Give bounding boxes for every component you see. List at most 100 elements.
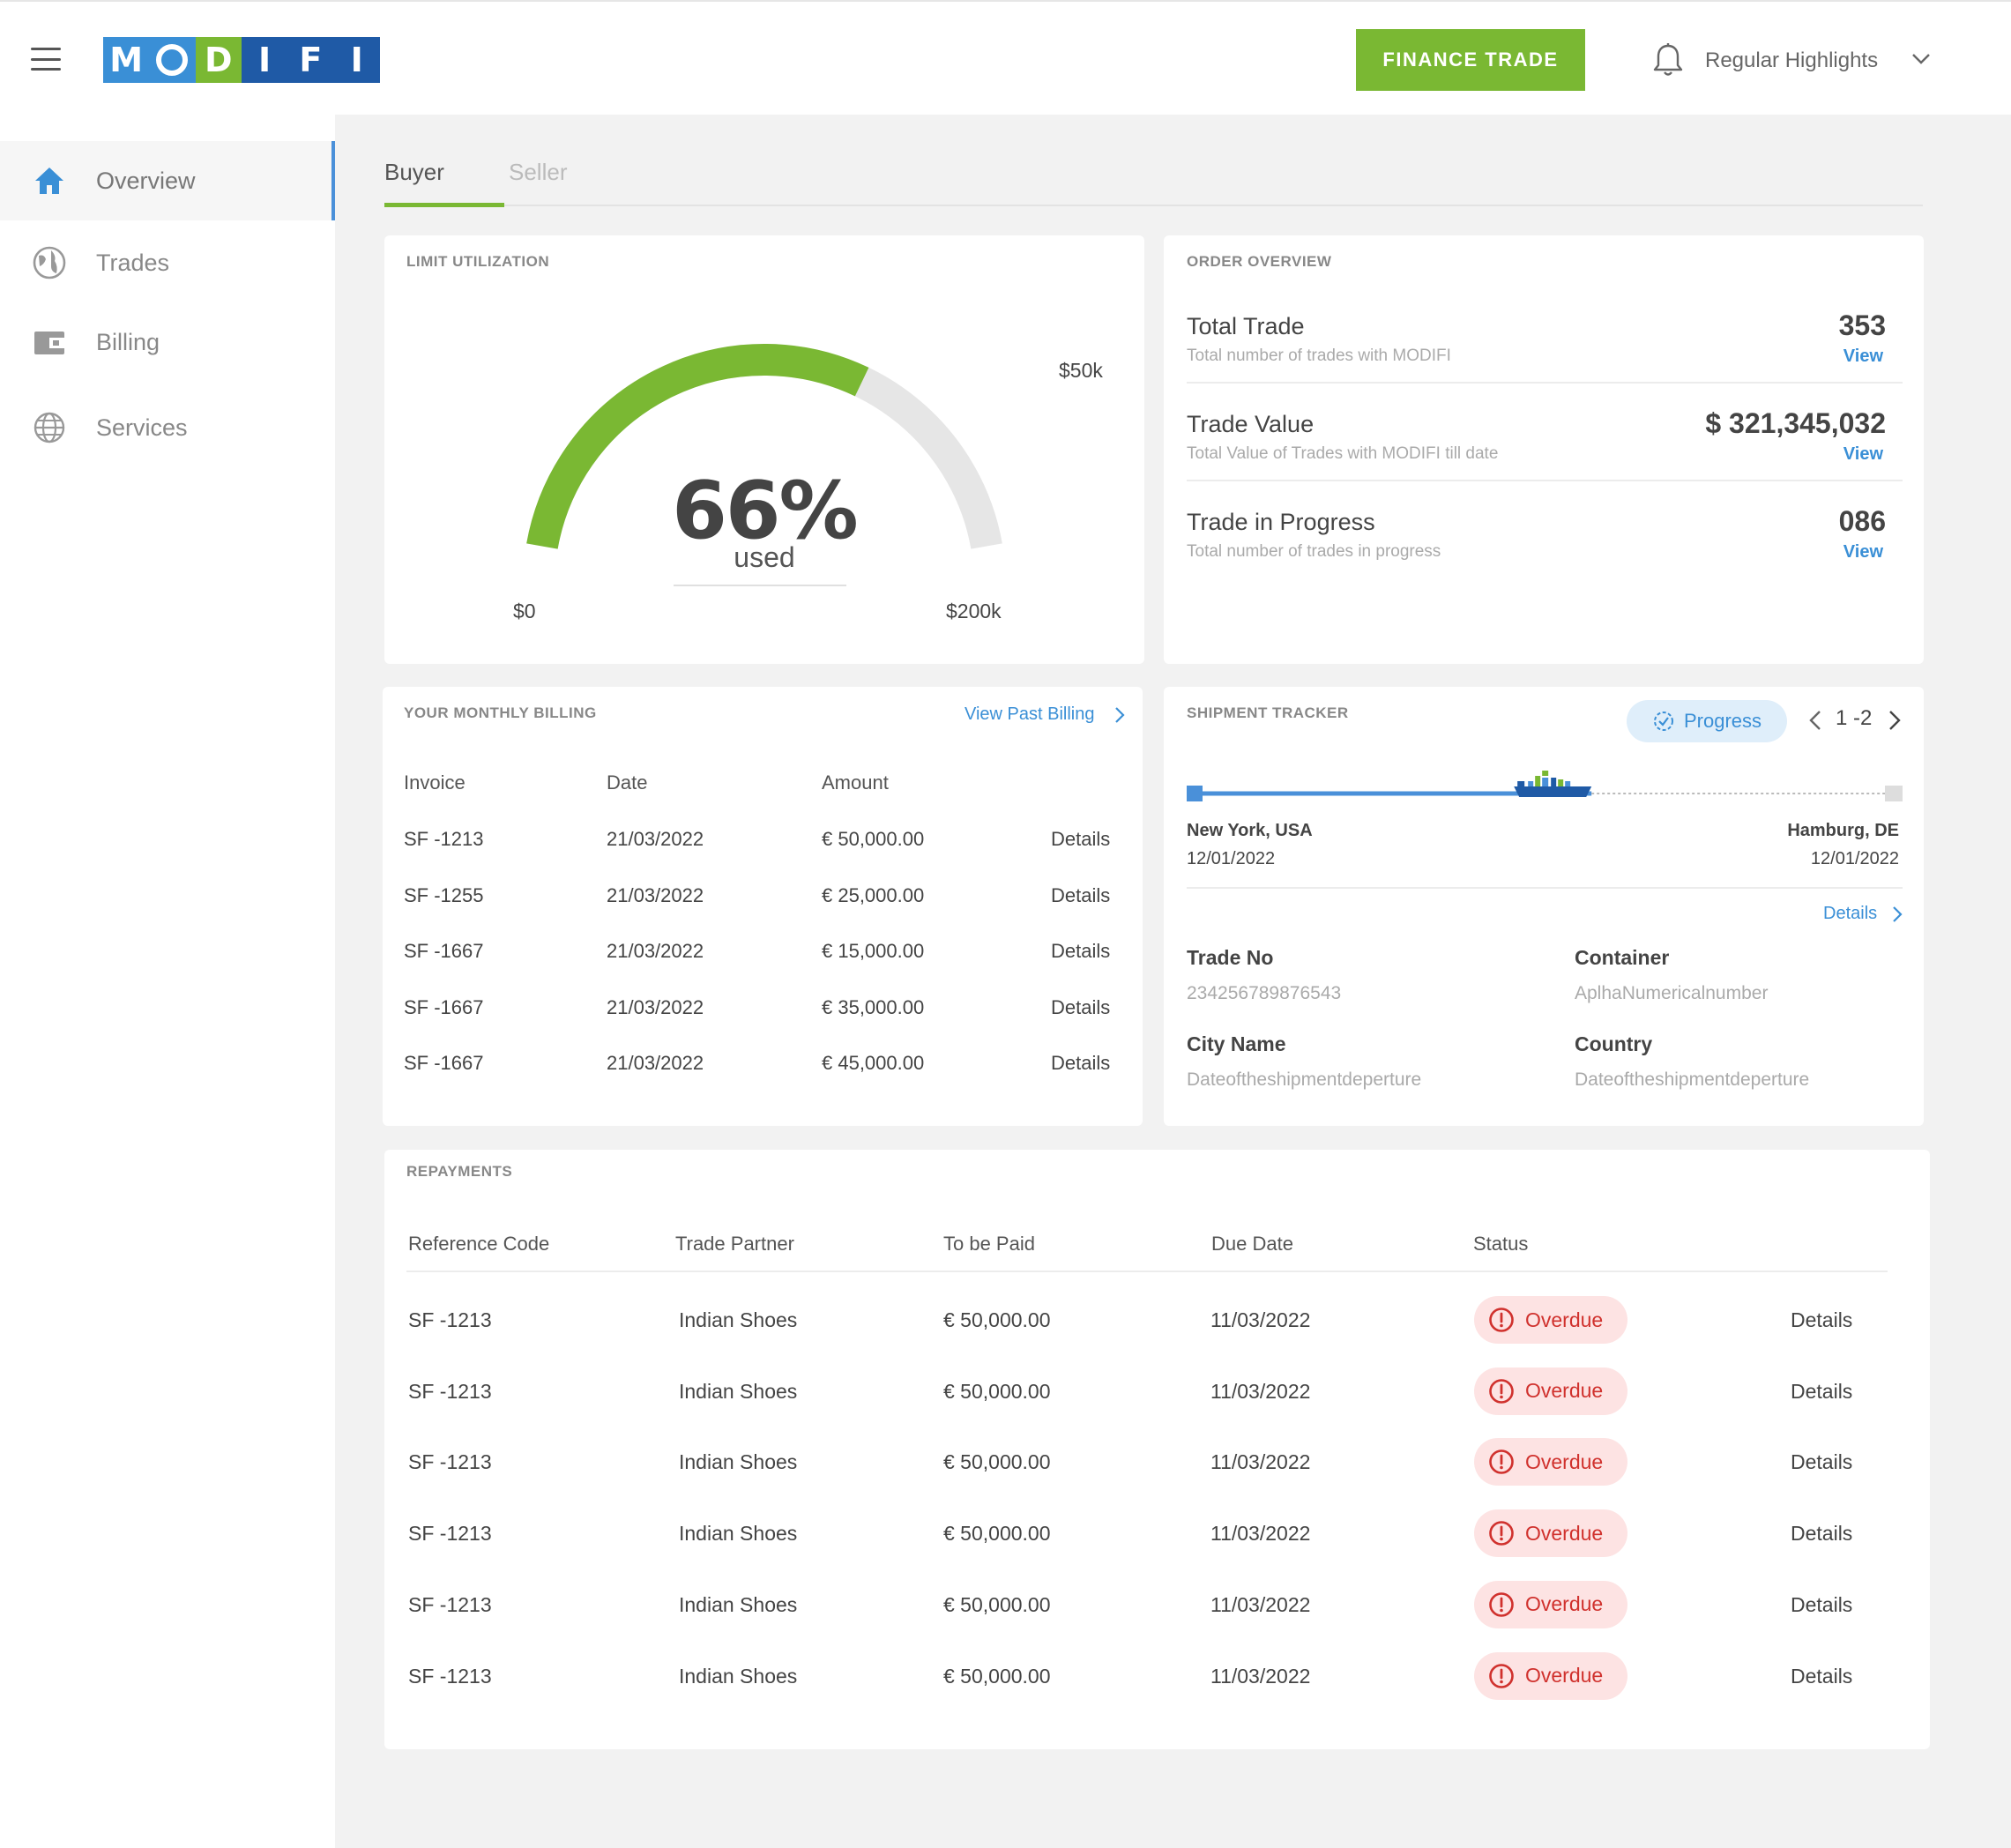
billing-date: 21/03/2022 [607, 1052, 704, 1074]
order-row-subtitle: Total Value of Trades with MODIFI till d… [1187, 444, 1499, 463]
divider [1187, 382, 1903, 384]
billing-date: 21/03/2022 [607, 883, 704, 906]
billing-amount: € 35,000.00 [822, 995, 925, 1018]
column-header-to-be-paid: To be Paid [943, 1233, 1035, 1255]
field-label-country: Country [1575, 1032, 1653, 1055]
status-badge[interactable]: Progress [1627, 700, 1787, 742]
chevron-down-icon[interactable] [1911, 53, 1931, 65]
details-link[interactable]: Details [1051, 995, 1111, 1018]
origin-city: New York, USA [1187, 821, 1313, 840]
column-header-reference: Reference Code [408, 1233, 550, 1255]
sidebar-item-services[interactable]: Services [0, 388, 335, 467]
due-date: 11/03/2022 [1210, 1450, 1311, 1474]
details-link[interactable]: Details [1791, 1664, 1853, 1688]
details-link[interactable]: Details [1791, 1308, 1853, 1331]
shipment-tracker-card: SHIPMENT TRACKER Progress 1 -2 New York, [1164, 687, 1924, 1126]
amount-to-pay: € 50,000.00 [943, 1308, 1051, 1331]
divider [1187, 887, 1903, 889]
chevron-right-icon[interactable] [1888, 710, 1901, 731]
sidebar: Overview Trades Billing Services [0, 115, 335, 1848]
invoice-link[interactable]: SF -1667 [404, 1052, 484, 1074]
invoice-link[interactable]: SF -1667 [404, 940, 484, 962]
field-label-trade-no: Trade No [1187, 946, 1274, 969]
alert-circle-icon [1489, 1449, 1514, 1475]
trade-partner: Indian Shoes [679, 1450, 798, 1474]
invoice-link[interactable]: SF -1667 [404, 995, 484, 1018]
gauge-used-arc [526, 344, 869, 549]
sidebar-item-overview[interactable]: Overview [0, 141, 335, 220]
invoice-link[interactable]: SF -1255 [404, 883, 484, 906]
billing-date: 21/03/2022 [607, 995, 704, 1018]
details-link[interactable]: Details [1791, 1379, 1853, 1403]
tab-seller[interactable]: Seller [509, 159, 568, 185]
details-link[interactable]: Details [1051, 1052, 1111, 1074]
details-link[interactable]: Details [1791, 1450, 1853, 1474]
hamburger-menu-icon[interactable] [31, 48, 61, 71]
reference-link[interactable]: SF -1213 [408, 1664, 492, 1688]
details-link[interactable]: Details [1051, 828, 1111, 850]
order-row-trade-in-progress: Trade in Progress Total number of trades… [1164, 505, 1924, 606]
view-past-billing-link[interactable]: View Past Billing [965, 704, 1095, 724]
sidebar-item-trades[interactable]: Trades [0, 223, 335, 302]
logo-letter-tile: D [195, 37, 242, 83]
gauge-max-label: $200k [946, 600, 1002, 622]
chevron-right-icon[interactable] [1114, 706, 1125, 724]
tab-buyer[interactable]: Buyer [384, 159, 444, 185]
column-header-partner: Trade Partner [675, 1233, 794, 1255]
repayments-card: REPAYMENTS Reference Code Trade Partner … [384, 1150, 1930, 1749]
order-row-value: $ 321,345,032 [1705, 407, 1886, 439]
wallet-icon [34, 332, 64, 354]
reference-link[interactable]: SF -1213 [408, 1379, 492, 1403]
finance-trade-button[interactable]: FINANCE TRADE [1356, 29, 1585, 91]
chevron-right-icon[interactable] [1892, 905, 1903, 923]
status-label: Overdue [1525, 1592, 1604, 1616]
reference-link[interactable]: SF -1213 [408, 1308, 492, 1331]
view-link[interactable]: View [1843, 346, 1883, 366]
pager-label: 1 -2 [1836, 706, 1873, 730]
monthly-billing-card: YOUR MONTHLY BILLING View Past Billing I… [383, 687, 1143, 1126]
gauge-percent: 66% [672, 465, 858, 557]
chevron-left-icon[interactable] [1809, 710, 1821, 731]
field-value-container: AplhaNumericalnumber [1575, 983, 1769, 1003]
user-menu-name[interactable]: Regular Highlights [1705, 48, 1879, 72]
reference-link[interactable]: SF -1213 [408, 1522, 492, 1546]
amount-to-pay: € 50,000.00 [943, 1450, 1051, 1474]
billing-amount: € 45,000.00 [822, 1052, 925, 1074]
sidebar-item-billing[interactable]: Billing [0, 302, 335, 382]
shipment-details-link[interactable]: Details [1823, 904, 1878, 923]
overdue-status-badge: Overdue [1474, 1367, 1627, 1415]
sidebar-item-label: Trades [96, 249, 170, 276]
order-row-title: Trade Value [1187, 411, 1315, 437]
status-label: Overdue [1525, 1664, 1604, 1687]
amount-to-pay: € 50,000.00 [943, 1592, 1051, 1616]
trade-partner: Indian Shoes [679, 1522, 798, 1546]
trade-partner: Indian Shoes [679, 1592, 798, 1616]
divider [406, 1270, 1888, 1272]
amount-to-pay: € 50,000.00 [943, 1664, 1051, 1688]
billing-amount: € 15,000.00 [822, 940, 925, 962]
column-header-invoice: Invoice [404, 771, 466, 794]
details-link[interactable]: Details [1791, 1592, 1853, 1616]
due-date: 11/03/2022 [1210, 1522, 1311, 1546]
trade-partner: Indian Shoes [679, 1664, 798, 1688]
reference-link[interactable]: SF -1213 [408, 1450, 492, 1474]
bell-icon[interactable] [1652, 42, 1684, 78]
logo-letter-o [156, 44, 189, 76]
logo-letter-tile: I [333, 37, 380, 83]
details-link[interactable]: Details [1051, 940, 1111, 962]
alert-circle-icon [1489, 1378, 1514, 1404]
origin-date: 12/01/2022 [1187, 849, 1276, 868]
details-link[interactable]: Details [1791, 1522, 1853, 1546]
limit-utilization-card: LIMIT UTILIZATION 66% used $0 $50k $200k [384, 235, 1144, 664]
view-link[interactable]: View [1843, 444, 1883, 464]
field-value-trade-no: 234256789876543 [1187, 983, 1342, 1003]
due-date: 11/03/2022 [1210, 1592, 1311, 1616]
card-title: ORDER OVERVIEW [1187, 253, 1332, 270]
details-link[interactable]: Details [1051, 883, 1111, 906]
view-link[interactable]: View [1843, 542, 1883, 562]
reference-link[interactable]: SF -1213 [408, 1592, 492, 1616]
gauge-used-label: used [734, 541, 795, 573]
invoice-link[interactable]: SF -1213 [404, 828, 484, 850]
order-row-subtitle: Total number of trades with MODIFI [1187, 346, 1451, 365]
